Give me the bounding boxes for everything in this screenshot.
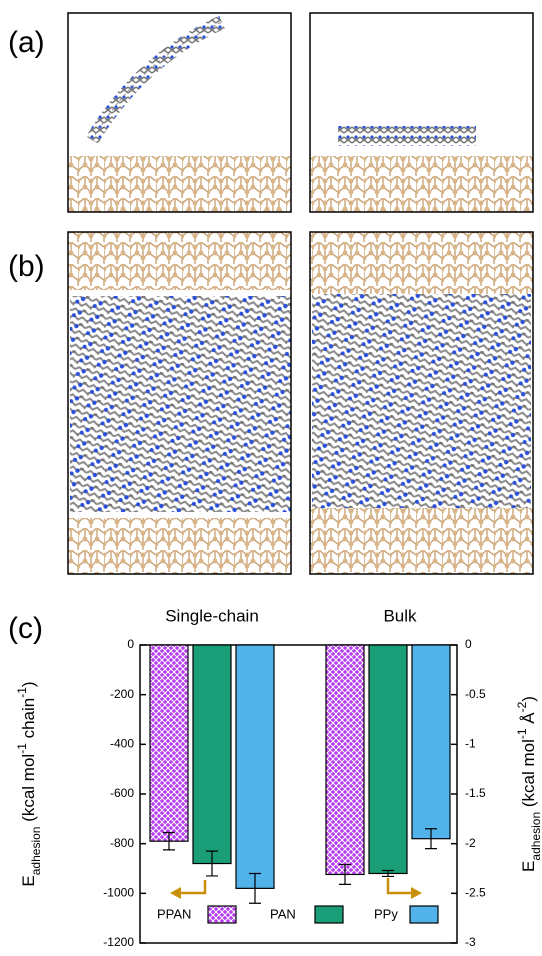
y2-axis-label-part: E [519,861,538,872]
single-chain-flat [310,126,533,212]
y-axis-label-part: (kcal mol [19,754,38,827]
single-chain-adsorbed [68,15,291,212]
panel-frame [309,12,534,213]
bulk-ppan [68,232,291,574]
y-axis-label-part: ) [19,681,38,687]
y2-tick-label: 0 [465,637,472,651]
y-tick-label: -600 [110,786,134,800]
y2-axis-label-part: (kcal mol [519,739,538,812]
bar [235,644,275,889]
arrow-head [170,887,181,899]
bar [325,644,365,876]
arrow [180,880,207,895]
y2-tick-label: -1.5 [465,786,486,800]
legend-label: PPAN [157,906,191,921]
panel-frame [67,12,292,213]
legend-swatch [409,905,439,924]
y-axis-label-part: -1 [15,687,29,698]
error-bar [425,828,437,850]
y-tick-label: -1200 [103,935,134,949]
bar [149,644,189,842]
y2-axis-label-part: Å [519,712,538,729]
bar [368,644,408,875]
category-label: Single-chain [165,606,259,625]
legend-swatch [314,905,344,924]
arrow [386,878,412,895]
y2-axis-label: Eadhesion (kcal mol-1 Å-2) [515,696,542,872]
error-bar [339,863,351,885]
panel-label: (a) [8,26,45,59]
y-tick-label: -200 [110,687,134,701]
y2-tick-label: -2.5 [465,886,486,900]
error-bar [249,872,261,904]
y2-tick-label: -1 [465,737,476,751]
y2-tick-label: -0.5 [465,687,486,701]
y-axis-label-part: chain [19,698,38,743]
arrow-head [411,887,422,899]
panel-frame [309,231,534,575]
legend-swatch [207,905,237,924]
error-bar [382,869,394,878]
y-axis-label-part: E [19,875,38,886]
y-tick-label: -400 [110,737,134,751]
panel-frame [67,231,292,575]
direction-arrows [170,878,422,899]
y-tick-label: 0 [127,637,134,651]
y2-tick-label: -3 [465,935,476,949]
y2-axis-label-part: adhesion [529,812,542,861]
error-bar [163,831,175,851]
error-bar [206,850,218,877]
panel-label: (c) [8,612,43,645]
y-axis-label-part: adhesion [29,827,43,876]
y2-axis-label-part: -2 [515,701,529,712]
y2-axis-label-part: ) [519,696,538,702]
legend-label: PPy [374,906,398,921]
bulk-pan [310,232,533,574]
panel-label: (b) [8,250,45,283]
y-tick-label: -1000 [103,886,134,900]
bar [192,644,232,865]
y2-axis-label-part: -1 [515,728,529,739]
bar [411,644,451,840]
y2-tick-label: -2 [465,836,476,850]
legend-label: PAN [270,906,296,921]
y-axis-label-part: -1 [15,743,29,754]
y-tick-label: -800 [110,836,134,850]
category-label: Bulk [383,606,417,625]
y-axis-label: Eadhesion (kcal mol-1 chain-1) [15,681,43,886]
